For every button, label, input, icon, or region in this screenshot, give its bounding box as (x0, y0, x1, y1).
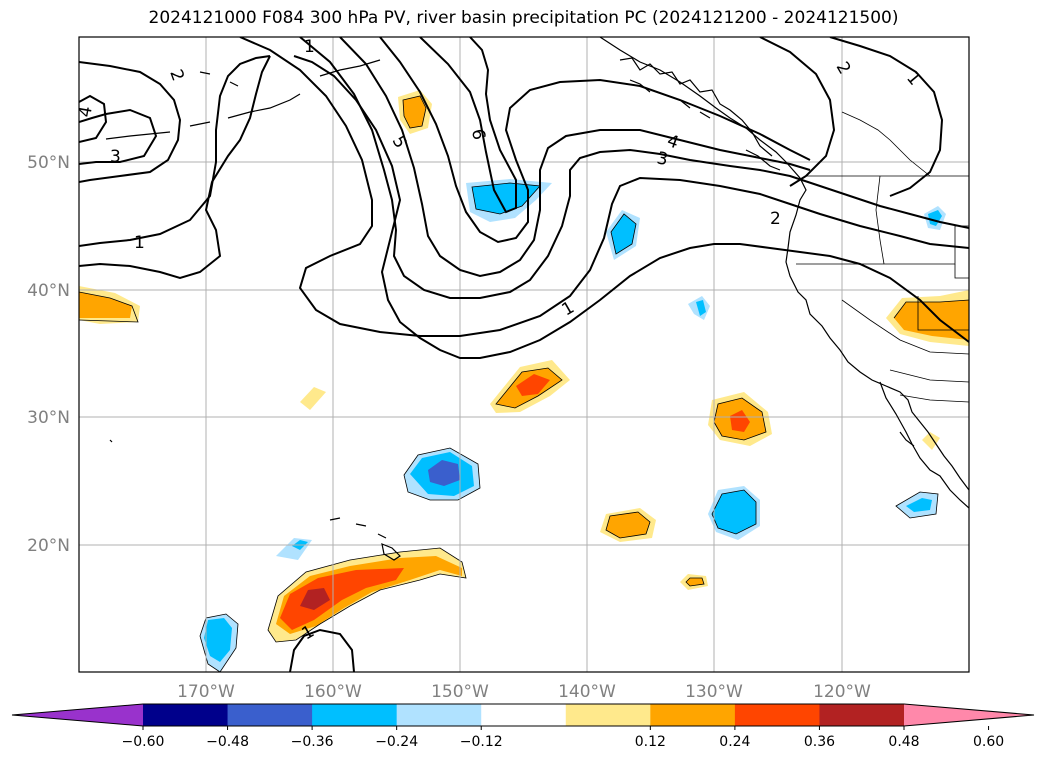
plot-frame (78, 36, 970, 673)
lat-label: 40°N (27, 281, 70, 301)
lat-label: 30°N (27, 408, 70, 428)
colorbar-tick-label: −0.12 (460, 734, 503, 750)
pv-contour-east-2 (759, 37, 836, 187)
pv-contour-1-west (79, 55, 271, 280)
lat-label: 50°N (27, 153, 70, 173)
colorbar-segment (143, 704, 229, 726)
colorbar-segment (565, 704, 651, 726)
precip-blob-small-yellow (300, 387, 326, 410)
pv-contour-4-west (79, 94, 108, 143)
colorbar-tick-label: 0.48 (888, 734, 919, 750)
lon-label: 140°W (558, 682, 616, 702)
lon-label: 120°W (813, 682, 871, 702)
plot-area (79, 37, 969, 672)
aleutians (105, 59, 381, 140)
colorbar-segment (312, 704, 398, 726)
contour-label: 1 (304, 37, 315, 57)
contour-label: 4 (75, 105, 97, 119)
colorbar-tick-label: 0.12 (635, 734, 666, 750)
colorbar-extend-min (12, 704, 143, 726)
pv-contour-5 (379, 37, 811, 244)
lat-label: 20°N (27, 536, 70, 556)
colorbar-tick-label: 0.24 (719, 734, 750, 750)
colorbar-tick-label: 0.60 (973, 734, 1004, 750)
lon-label: 170°W (177, 682, 235, 702)
contour-label: 6 (467, 127, 489, 141)
latitude-labels: 50°N 40°N 30°N 20°N (27, 153, 70, 556)
colorbar-tick-label: −0.48 (206, 734, 249, 750)
gridlines (79, 37, 969, 672)
pv-contours (79, 37, 969, 672)
pv-contour-4 (339, 37, 811, 278)
na-west-coast (599, 37, 969, 491)
pv-contour-1-south (79, 55, 969, 359)
contour-label: 1 (134, 233, 145, 253)
baja (879, 381, 969, 509)
map-title: 2024121000 F084 300 hPa PV, river basin … (148, 8, 899, 28)
contour-label: 3 (655, 148, 670, 170)
colorbar-tick-label: −0.36 (291, 734, 334, 750)
colorbar-segment (819, 704, 905, 726)
longitude-labels: 170°W 160°W 150°W 140°W 130°W 120°W (177, 682, 871, 702)
colorbar-segment (396, 704, 482, 726)
colorbar: −0.60 −0.48 −0.36 −0.24 −0.12 0.12 0.24 0.36 0.4… (11, 703, 1035, 750)
alaska-islands (619, 57, 773, 157)
colorbar-segment (227, 704, 313, 726)
pv-contour-3-west (79, 108, 158, 165)
lon-label: 150°W (431, 682, 489, 702)
colorbar-extend-max (904, 704, 1034, 726)
colorbar-tick-label: 0.36 (804, 734, 835, 750)
colorbar-tick-label: −0.60 (122, 734, 165, 750)
lon-label: 160°W (304, 682, 362, 702)
contour-label: 3 (110, 147, 121, 167)
contour-label: 2 (770, 209, 781, 229)
lon-label: 130°W (685, 682, 743, 702)
pv-contour-1-hawaii (289, 628, 355, 672)
coastlines (105, 37, 969, 561)
colorbar-segment (650, 704, 736, 726)
colorbar-tick-label: −0.24 (375, 734, 418, 750)
pv-contour-2-west (79, 61, 182, 183)
pv-contour-6 (419, 37, 517, 214)
colorbar-segment (481, 704, 567, 726)
pv-contour-2 (239, 37, 969, 337)
colorbar-segment (734, 704, 820, 726)
pv-contour-east-1 (829, 37, 944, 197)
hawaii-islands (329, 517, 401, 561)
pv-contour-3 (299, 37, 969, 299)
